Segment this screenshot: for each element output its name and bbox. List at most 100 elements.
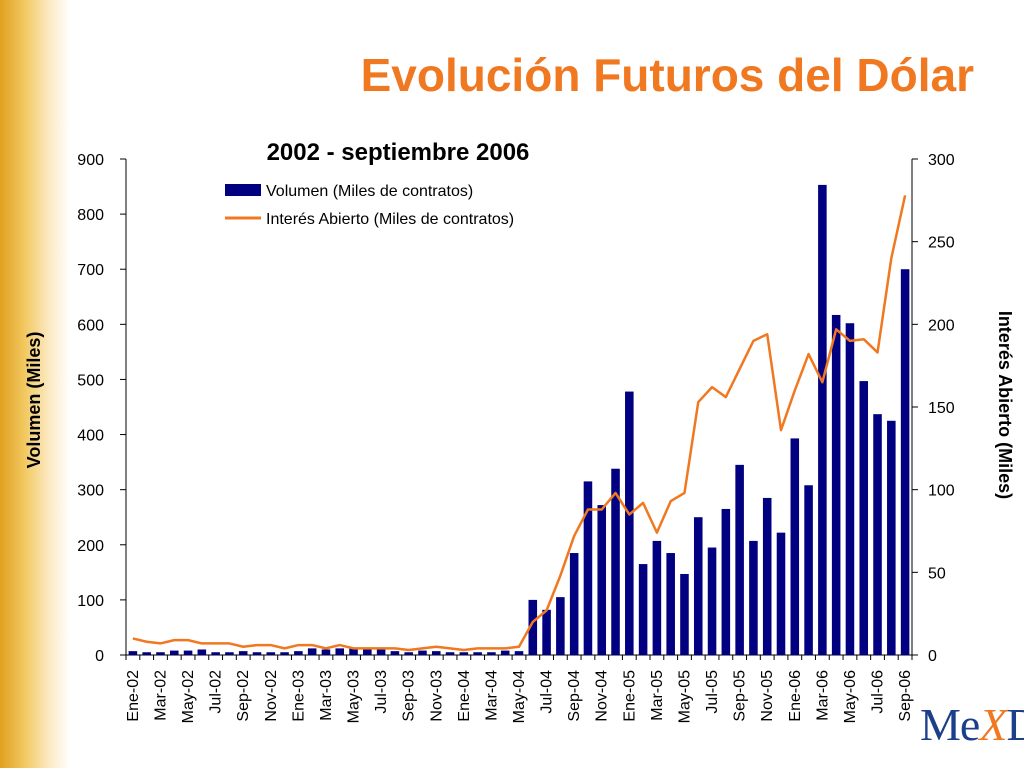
bar (776, 532, 786, 655)
bar (349, 648, 358, 655)
y2-tick-label: 0 (928, 648, 937, 665)
x-tick-label: Jul-04 (539, 670, 556, 714)
bar (211, 652, 220, 655)
x-tick-label: Ene-06 (787, 670, 804, 722)
legend: Volumen (Miles de contratos) Interés Abi… (225, 183, 514, 228)
interest-line (132, 195, 907, 652)
bar (280, 652, 289, 655)
bar (762, 497, 772, 655)
bar (487, 652, 496, 655)
bar (887, 420, 896, 655)
y2-axis-label: Interés Abierto (Miles) (995, 311, 1015, 499)
bar (459, 652, 469, 655)
x-tick-label: Sep-05 (732, 670, 749, 722)
legend-swatch-bars (225, 184, 261, 196)
bar (335, 648, 345, 655)
bar (625, 391, 634, 655)
y-tick-label: 400 (77, 428, 104, 445)
x-tick-label: Sep-02 (235, 670, 252, 722)
bar (638, 564, 648, 655)
bar (735, 464, 744, 655)
bar (749, 540, 758, 655)
bar (707, 547, 717, 655)
bar (363, 649, 372, 655)
x-tick-label: Nov-04 (594, 670, 611, 722)
bar (307, 648, 317, 655)
x-tick-label: Jul-02 (208, 670, 225, 714)
bar (294, 651, 303, 655)
x-tick-label: Mar-04 (483, 670, 500, 721)
bar (680, 573, 689, 655)
bar (528, 599, 538, 655)
x-tick-label: Jul-05 (704, 670, 721, 714)
chart-axes: 0 100 200 300 400 500 600 700 800 900 0 50 100 150 200… (77, 152, 955, 723)
bar (597, 505, 607, 655)
y2-tick-label: 200 (928, 317, 955, 334)
legend-label-bars: Volumen (Miles de contratos) (266, 183, 473, 200)
bar (693, 517, 703, 655)
bar (500, 650, 510, 655)
page-title: Evolución Futuros del Dólar (360, 49, 974, 101)
y-tick-label: 700 (77, 262, 104, 279)
bar (569, 553, 579, 655)
bar (556, 597, 565, 655)
bar (873, 414, 882, 655)
chart-title: 2002 - septiembre 2006 (267, 139, 530, 166)
y-tick-label: 200 (77, 538, 104, 555)
bar (390, 651, 400, 655)
x-tick-label: Jul-03 (373, 670, 390, 714)
x-tick-label: May-06 (842, 670, 859, 723)
bar (142, 652, 151, 655)
y-tick-label: 0 (95, 648, 104, 665)
y2-tick-label: 50 (928, 565, 946, 582)
bar (169, 650, 179, 655)
y-tick-label: 100 (77, 593, 104, 610)
bar (376, 649, 386, 655)
y-tick-label: 500 (77, 372, 104, 389)
bar (859, 381, 869, 655)
bar (900, 269, 910, 655)
bar-series (128, 184, 910, 655)
bar (652, 540, 662, 655)
y-tick-label: 600 (77, 317, 104, 334)
bar (266, 652, 276, 655)
x-tick-label: Ene-03 (290, 670, 307, 722)
x-tick-label: Sep-03 (401, 670, 418, 722)
bar (128, 651, 138, 655)
x-tick-label: Jul-06 (870, 670, 887, 714)
bar (156, 652, 165, 655)
y2-tick-label: 100 (928, 483, 955, 500)
bar (804, 485, 813, 655)
y-tick-label: 300 (77, 483, 104, 500)
x-tick-label: Ene-02 (125, 670, 142, 722)
bar (404, 652, 413, 655)
bar (473, 652, 482, 655)
line-series (132, 195, 907, 652)
y2-tick-label: 250 (928, 235, 955, 252)
y-tick-label: 800 (77, 207, 104, 224)
bar (666, 553, 675, 655)
decorative-side-band (0, 0, 70, 768)
bar (252, 652, 262, 655)
bar (514, 651, 524, 655)
bar (721, 508, 731, 655)
bar (197, 649, 207, 655)
bar (611, 468, 620, 655)
bar (431, 651, 441, 655)
x-tick-label: Ene-05 (621, 670, 638, 722)
bar (831, 314, 841, 655)
bar (183, 650, 193, 655)
x-tick-label: Mar-05 (649, 670, 666, 721)
bar (418, 650, 427, 655)
x-tick-label: Nov-02 (263, 670, 280, 722)
bar (542, 609, 551, 655)
x-tick-label: Nov-03 (428, 670, 445, 722)
y2-tick-label: 150 (928, 400, 955, 417)
bar (238, 651, 248, 655)
legend-label-line: Interés Abierto (Miles de contratos) (266, 211, 514, 228)
y2-tick-label: 300 (928, 152, 955, 169)
y-tick-label: 900 (77, 152, 104, 169)
x-tick-label: Sep-06 (897, 670, 914, 722)
